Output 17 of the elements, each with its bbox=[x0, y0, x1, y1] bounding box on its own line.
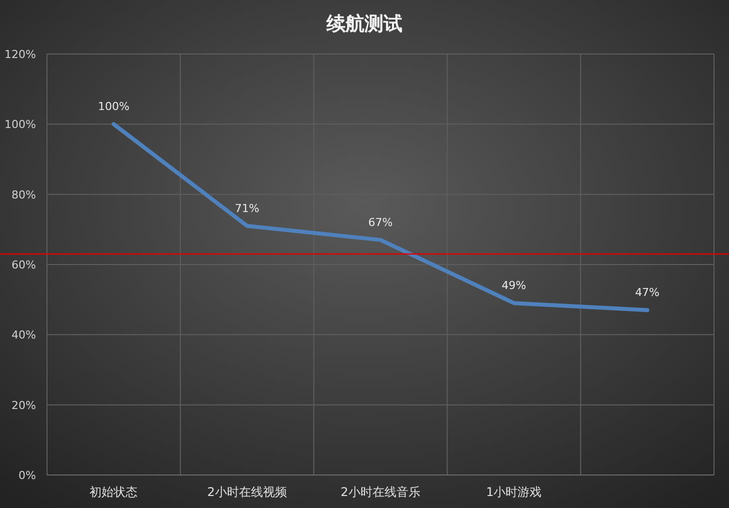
y-tick-label: 40% bbox=[12, 328, 36, 342]
x-tick-label: 2小时在线音乐 bbox=[340, 485, 420, 499]
y-tick-label: 0% bbox=[18, 469, 36, 482]
text: 49% bbox=[502, 279, 526, 292]
y-tick-label: 20% bbox=[12, 398, 36, 412]
x-tick-label: 初始状态 bbox=[90, 485, 138, 499]
text: 71% bbox=[234, 202, 260, 215]
x-tick-label: 2小时在线视频 bbox=[207, 485, 287, 499]
text: 67% bbox=[368, 216, 393, 229]
text: 47% bbox=[635, 286, 660, 300]
y-tick-label: 60% bbox=[12, 258, 36, 272]
x-tick-label: 1小时游戏 bbox=[486, 485, 542, 499]
y-tick-label: 100% bbox=[4, 118, 36, 132]
chart-title: 续航测试 bbox=[326, 13, 402, 35]
y-tick-label: 80% bbox=[12, 188, 36, 202]
text: 100% bbox=[98, 100, 130, 114]
y-tick-label: 120% bbox=[4, 48, 36, 61]
